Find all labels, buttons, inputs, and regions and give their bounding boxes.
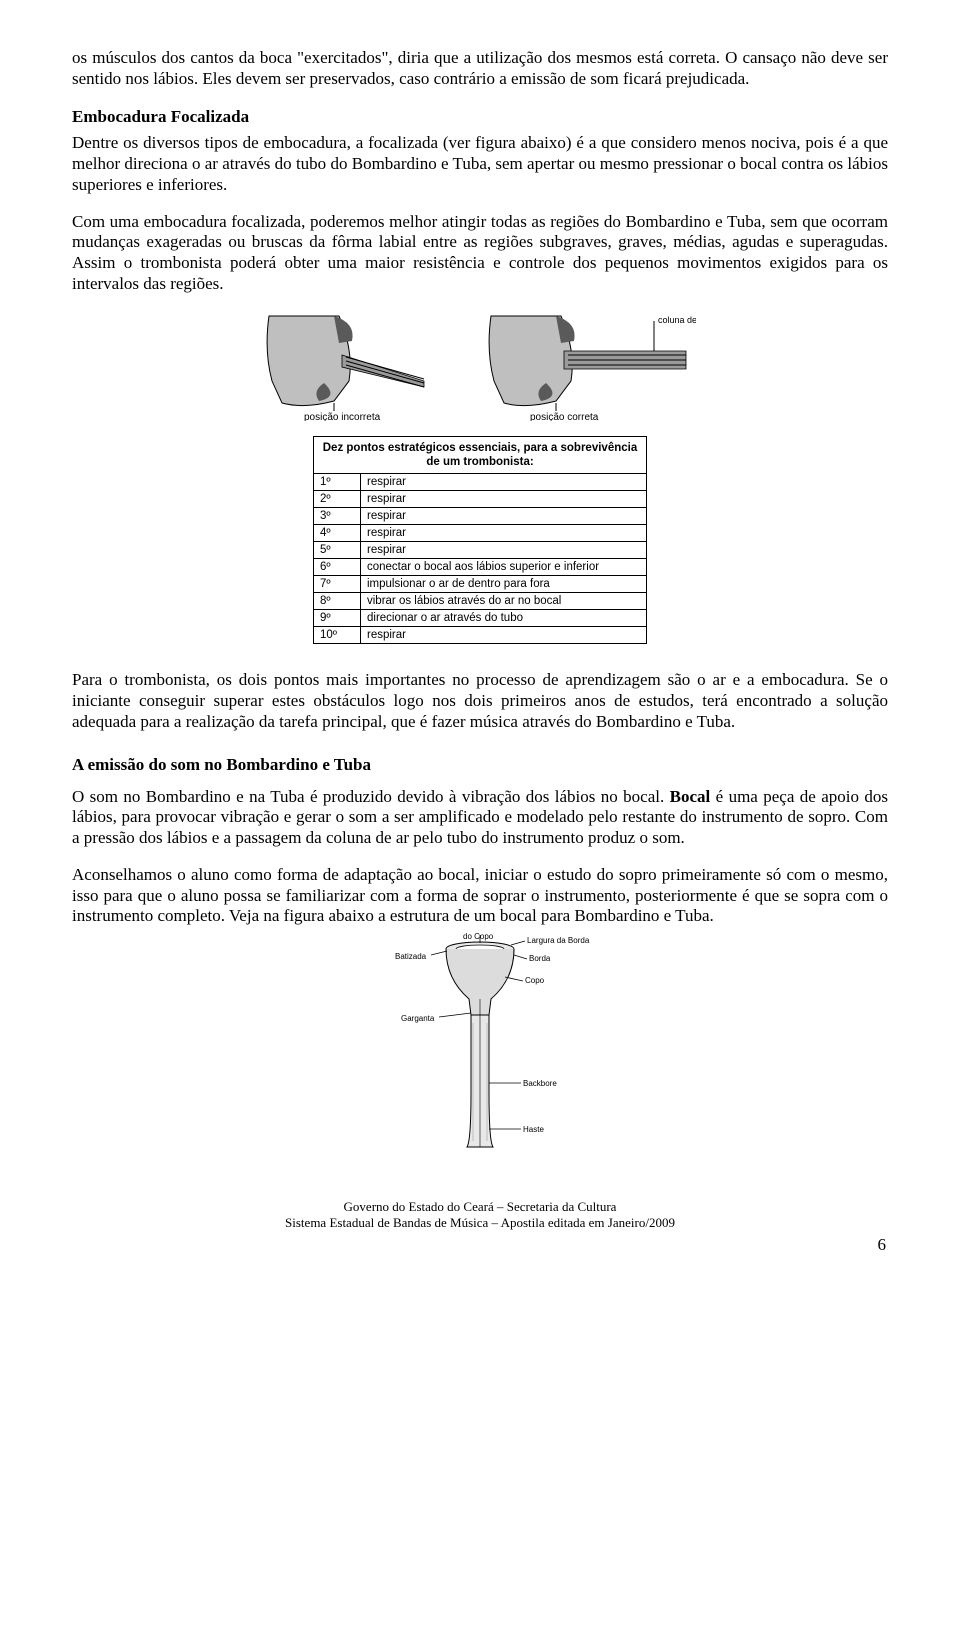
row-text: impulsionar o ar de dentro para fora [361, 576, 646, 592]
fig-incorrect-caption: posição incorreta [304, 412, 381, 421]
row-num: 4º [314, 525, 361, 541]
row-num: 1º [314, 474, 361, 490]
table-row: 5ºrespirar [314, 542, 646, 559]
paragraph-5: O som no Bombardino e na Tuba é produzid… [72, 787, 888, 849]
table-row: 9ºdirecionar o ar através do tubo [314, 610, 646, 627]
table-row: 7ºimpulsionar o ar de dentro para fora [314, 576, 646, 593]
table-row: 2ºrespirar [314, 491, 646, 508]
p5-a: O som no Bombardino e na Tuba é produzid… [72, 787, 670, 806]
row-text: conectar o bocal aos lábios superior e i… [361, 559, 646, 575]
figure-incorrect: posição incorreta [264, 311, 464, 426]
table-row: 10ºrespirar [314, 627, 646, 643]
mouthpiece-figure: Diâmetro do Copo Largura da Borda Batiza… [72, 933, 888, 1151]
label-largura: Largura da Borda [527, 936, 590, 945]
label-copo: Copo [525, 976, 545, 985]
svg-text:do Copo: do Copo [463, 933, 494, 941]
row-text: respirar [361, 525, 646, 541]
row-text: respirar [361, 491, 646, 507]
paragraph-3: Com uma embocadura focalizada, poderemos… [72, 212, 888, 295]
p5-bold: Bocal [670, 787, 711, 806]
row-num: 6º [314, 559, 361, 575]
table-row: 6ºconectar o bocal aos lábios superior e… [314, 559, 646, 576]
fig-air-column-label: coluna de ar [658, 315, 696, 325]
figure-incorrect-svg: posição incorreta [264, 311, 464, 421]
row-num: 9º [314, 610, 361, 626]
section-title-emissao: A emissão do som no Bombardino e Tuba [72, 755, 888, 775]
paragraph-4: Para o trombonista, os dois pontos mais … [72, 670, 888, 732]
row-num: 8º [314, 593, 361, 609]
row-text: respirar [361, 627, 646, 643]
label-borda: Borda [529, 954, 551, 963]
page-number: 6 [72, 1235, 888, 1255]
fig-correct-caption: posição correta [530, 412, 599, 421]
row-text: direcionar o ar através do tubo [361, 610, 646, 626]
table-row: 4ºrespirar [314, 525, 646, 542]
table-row: 8ºvibrar os lábios através do ar no boca… [314, 593, 646, 610]
label-garganta: Garganta [401, 1014, 435, 1023]
paragraph-intro: os músculos dos cantos da boca "exercita… [72, 48, 888, 89]
section-title-focalizada: Embocadura Focalizada [72, 107, 888, 127]
footer: Governo do Estado do Ceará – Secretaria … [72, 1199, 888, 1231]
row-num: 7º [314, 576, 361, 592]
row-num: 3º [314, 508, 361, 524]
table-title: Dez pontos estratégicos essenciais, para… [314, 437, 646, 475]
figure-correct-svg: coluna de ar posição correta [486, 311, 696, 421]
figure-correct: coluna de ar posição correta [486, 311, 696, 426]
table-row: 1ºrespirar [314, 474, 646, 491]
row-num: 5º [314, 542, 361, 558]
page: os músculos dos cantos da boca "exercita… [0, 0, 960, 1287]
paragraph-2: Dentre os diversos tipos de embocadura, … [72, 133, 888, 195]
row-text: respirar [361, 508, 646, 524]
label-haste: Haste [523, 1125, 544, 1134]
footer-line-2: Sistema Estadual de Bandas de Música – A… [72, 1215, 888, 1231]
embouchure-figures: posição incorreta coluna de ar po [72, 311, 888, 426]
footer-line-1: Governo do Estado do Ceará – Secretaria … [72, 1199, 888, 1215]
row-num: 2º [314, 491, 361, 507]
row-num: 10º [314, 627, 361, 643]
row-text: respirar [361, 474, 646, 490]
mouthpiece-svg: Diâmetro do Copo Largura da Borda Batiza… [365, 933, 595, 1151]
label-batizada: Batizada [395, 952, 427, 961]
table-row: 3ºrespirar [314, 508, 646, 525]
label-backbore: Backbore [523, 1079, 557, 1088]
paragraph-6: Aconselhamos o aluno como forma de adapt… [72, 865, 888, 927]
row-text: vibrar os lábios através do ar no bocal [361, 593, 646, 609]
row-text: respirar [361, 542, 646, 558]
ten-points-table: Dez pontos estratégicos essenciais, para… [313, 436, 647, 645]
